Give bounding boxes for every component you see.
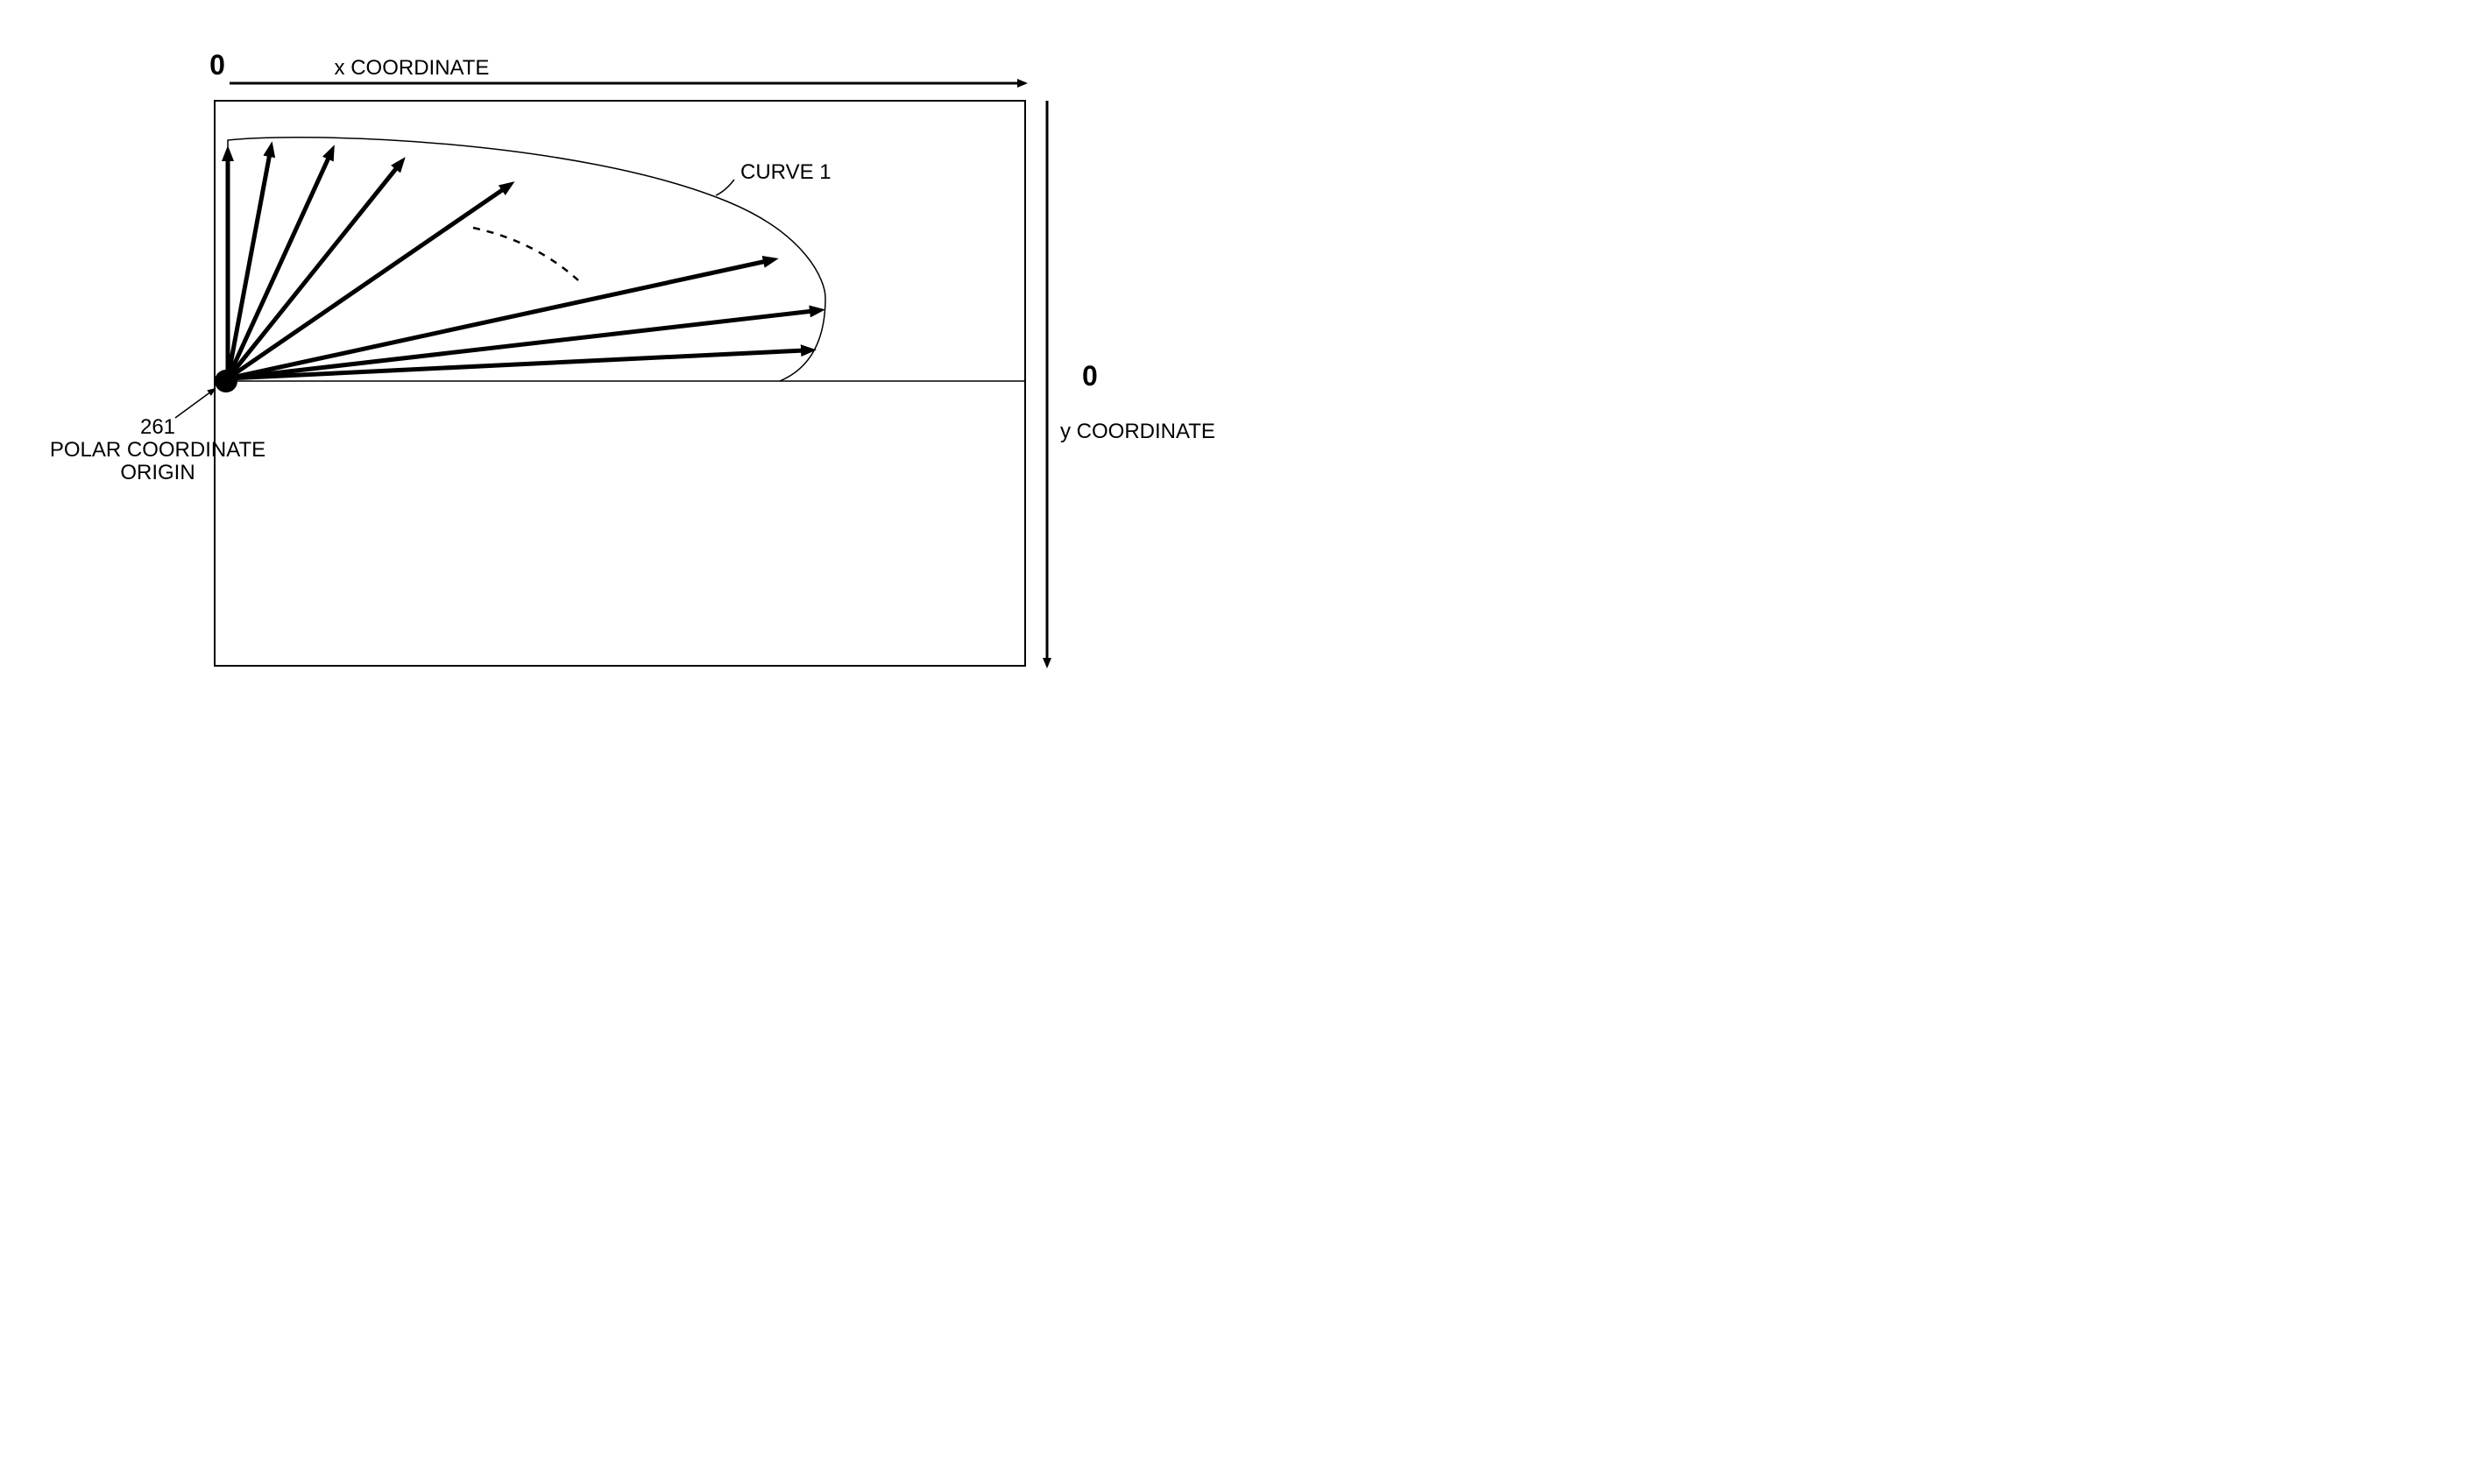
origin-leader-arrow: [175, 389, 215, 418]
x-axis-label: x COORDINATE: [335, 56, 490, 80]
radial-arrows-group: [228, 153, 813, 378]
plot-frame: [215, 101, 1025, 666]
curve-label: CURVE 1: [740, 160, 832, 184]
origin-label-line1: POLAR COORDINATE: [50, 438, 265, 462]
curve-leader: [716, 180, 734, 195]
y-axis-label: y COORDINATE: [1060, 420, 1215, 443]
radial-arrow: [228, 311, 813, 378]
origin-number-label: 261: [140, 415, 175, 439]
radial-arrow: [228, 350, 804, 378]
polar-origin-dot: [215, 370, 237, 392]
angle-arc: [473, 228, 578, 280]
diagram-svg: 0 x COORDINATE 0 y COORDINATE CURVE 1 26…: [0, 0, 1239, 742]
radial-arrow: [228, 153, 270, 378]
x-zero-label: 0: [209, 49, 225, 81]
y-zero-label: 0: [1082, 360, 1098, 392]
polar-coordinate-diagram: 0 x COORDINATE 0 y COORDINATE CURVE 1 26…: [0, 0, 1239, 742]
origin-label-line2: ORIGIN: [120, 461, 195, 484]
